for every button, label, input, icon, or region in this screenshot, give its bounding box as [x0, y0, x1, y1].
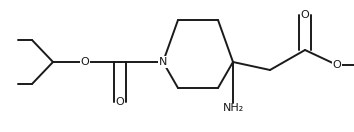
Text: O: O: [81, 57, 89, 67]
Text: N: N: [159, 57, 167, 67]
Text: NH₂: NH₂: [222, 103, 244, 113]
Text: O: O: [301, 10, 309, 20]
Text: O: O: [333, 60, 341, 70]
Text: O: O: [116, 97, 124, 107]
